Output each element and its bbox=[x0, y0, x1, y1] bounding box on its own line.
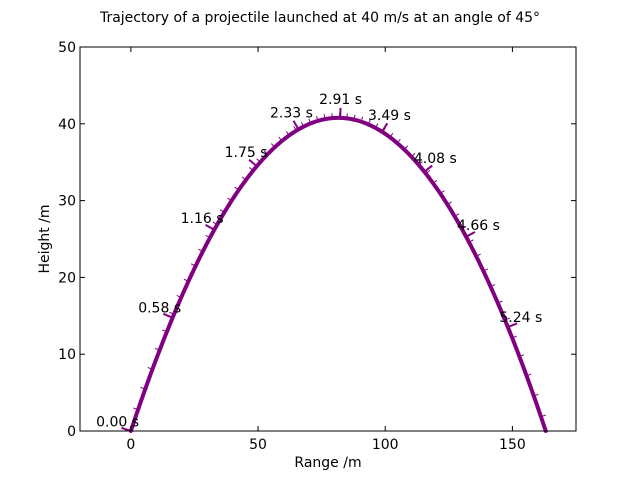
time-tick bbox=[308, 118, 312, 124]
time-tick bbox=[256, 158, 261, 163]
time-tick bbox=[183, 278, 189, 282]
time-tick bbox=[497, 300, 503, 304]
time-marker-tick bbox=[121, 426, 132, 432]
y-axis-title: Height /m bbox=[37, 204, 53, 273]
time-tick bbox=[511, 335, 518, 339]
time-tick bbox=[248, 167, 254, 171]
time-tick bbox=[403, 145, 409, 150]
plot-area: 0.00 s 0.58 s 1.16 s 1.75 s 2.33 s 2.91 s 3.49… bbox=[96, 92, 548, 433]
time-tick bbox=[147, 367, 153, 370]
time-tick bbox=[439, 190, 445, 194]
time-tick bbox=[475, 253, 481, 257]
time-tick bbox=[323, 114, 326, 120]
time-label: 5.24 s bbox=[499, 310, 542, 326]
time-tick bbox=[454, 213, 460, 217]
time-tick bbox=[418, 161, 423, 166]
time-tick bbox=[396, 138, 401, 144]
x-axis-title: Range /m bbox=[294, 455, 361, 471]
time-tick bbox=[169, 311, 175, 315]
time-tick bbox=[176, 294, 182, 298]
time-tick bbox=[270, 143, 276, 148]
time-tick bbox=[140, 386, 146, 390]
time-tick bbox=[375, 123, 379, 129]
chart-title: Trajectory of a projectile launched at 4… bbox=[99, 10, 540, 26]
time-marker-tick bbox=[381, 122, 389, 133]
time-marker-tick bbox=[162, 312, 173, 319]
time-tick bbox=[300, 121, 304, 127]
time-label: 2.91 s bbox=[319, 92, 362, 108]
x-tick-label: 150 bbox=[499, 437, 526, 453]
axes-frame bbox=[79, 46, 577, 432]
time-tick bbox=[483, 268, 489, 272]
time-label: 1.75 s bbox=[225, 145, 268, 161]
y-tick-label: 40 bbox=[58, 117, 76, 133]
y-tick-label: 20 bbox=[58, 270, 76, 286]
time-marker-tick bbox=[423, 164, 433, 173]
time-tick bbox=[205, 234, 211, 239]
time-label: 0.58 s bbox=[138, 300, 181, 316]
time-tick bbox=[198, 248, 204, 252]
time-tick bbox=[519, 354, 525, 357]
time-tick bbox=[293, 126, 297, 131]
time-tick bbox=[278, 136, 283, 142]
time-tick bbox=[504, 317, 510, 321]
time-tick bbox=[190, 263, 196, 267]
time-marker-tick bbox=[205, 223, 215, 231]
time-tick bbox=[468, 239, 474, 243]
time-tick bbox=[162, 329, 168, 333]
time-tick bbox=[447, 201, 452, 205]
time-tick bbox=[533, 393, 539, 397]
time-tick bbox=[219, 209, 225, 213]
time-tick bbox=[540, 414, 546, 418]
time-label: 0.00 s bbox=[96, 415, 139, 431]
time-tick bbox=[227, 197, 232, 202]
time-tick bbox=[133, 407, 139, 411]
x-tick-label: 50 bbox=[249, 437, 267, 453]
time-label: 4.08 s bbox=[414, 151, 457, 167]
time-tick bbox=[461, 226, 467, 230]
x-tick-label: 100 bbox=[372, 437, 399, 453]
time-label: 4.66 s bbox=[457, 218, 500, 234]
time-tick bbox=[360, 116, 364, 122]
time-marker-tick bbox=[292, 120, 300, 130]
time-tick bbox=[389, 132, 394, 138]
time-tick bbox=[285, 131, 290, 136]
time-tick bbox=[367, 119, 371, 125]
time-tick bbox=[316, 115, 319, 122]
time-tick bbox=[263, 150, 268, 155]
time-tick bbox=[154, 347, 160, 351]
time-label: 2.33 s bbox=[270, 105, 313, 121]
y-tick-label: 0 bbox=[67, 424, 76, 440]
time-label: 3.49 s bbox=[368, 108, 411, 124]
x-tick-label: 0 bbox=[126, 437, 135, 453]
time-tick bbox=[241, 176, 247, 181]
time-tick bbox=[353, 114, 356, 120]
trajectory-line bbox=[128, 115, 548, 433]
time-tick bbox=[234, 186, 240, 191]
time-tick bbox=[526, 373, 532, 377]
time-marker-tick bbox=[507, 322, 518, 329]
time-marker-tick bbox=[248, 159, 258, 167]
axis-ticks: 0 50 100 150 0 10 20 30 40 50 bbox=[58, 40, 576, 453]
time-tick bbox=[212, 221, 218, 226]
time-tick bbox=[411, 153, 416, 158]
time-tick bbox=[490, 284, 496, 288]
time-tick bbox=[346, 113, 348, 119]
time-tick bbox=[425, 170, 431, 175]
y-tick-label: 50 bbox=[58, 40, 76, 56]
time-tick bbox=[432, 179, 438, 184]
time-label: 1.16 s bbox=[181, 211, 224, 227]
time-marker-tick bbox=[465, 231, 476, 238]
y-tick-label: 30 bbox=[58, 194, 76, 210]
y-tick-label: 10 bbox=[58, 347, 76, 363]
